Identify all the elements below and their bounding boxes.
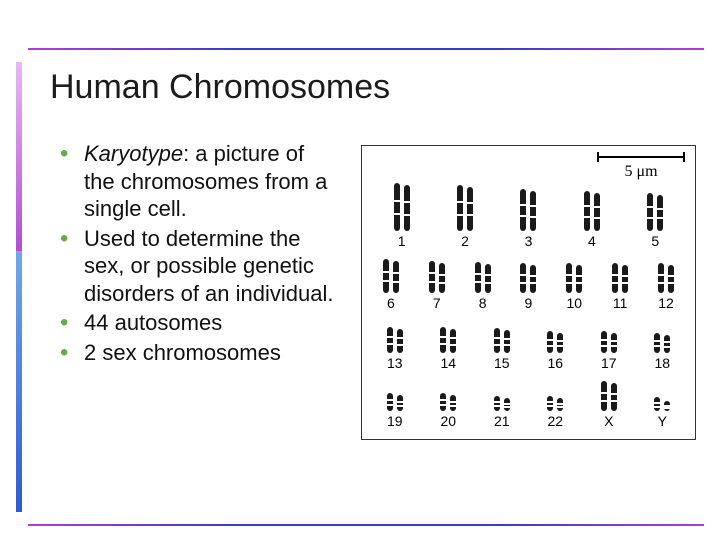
chromosome-label: 18 xyxy=(654,356,670,370)
chromosome-pair: 1 xyxy=(380,183,424,248)
scale-label: 5 μm xyxy=(597,163,685,181)
chromosome-pair: 7 xyxy=(417,261,457,310)
chromosome-pair: 15 xyxy=(478,328,526,370)
chromosome-label: 5 xyxy=(651,234,659,248)
chromosome-label: Y xyxy=(658,414,667,428)
chromosome-label: 19 xyxy=(387,414,403,428)
chromosome-label: 6 xyxy=(387,296,395,310)
top-rule xyxy=(28,48,704,50)
chromosome-label: 17 xyxy=(601,356,617,370)
chromosome-pair: Y xyxy=(638,397,686,428)
chromosome-pair: 6 xyxy=(371,259,411,310)
chromosome-pair: 22 xyxy=(531,396,579,428)
bullet-1: Karyotype: a picture of the chromosomes … xyxy=(60,140,340,223)
chromosome-label: 8 xyxy=(479,296,487,310)
chromosome-row-3: 13 14 15 16 17 18 xyxy=(362,322,695,370)
bullet-2: Used to determine the sex, or possible g… xyxy=(60,225,340,308)
chromosome-pair: 16 xyxy=(531,331,579,370)
page-title: Human Chromosomes xyxy=(50,68,390,107)
chromosome-pair: 3 xyxy=(506,189,550,248)
chromosome-label: 15 xyxy=(494,356,510,370)
chromosome-label: 12 xyxy=(658,296,674,310)
chromosome-label: 20 xyxy=(440,414,456,428)
chromosome-pair: 10 xyxy=(554,263,594,310)
chromosome-pair: 14 xyxy=(424,327,472,370)
chromosome-pair: 5 xyxy=(633,193,677,248)
term-karyotype: Karyotype xyxy=(84,141,183,166)
chromosome-pair: 8 xyxy=(463,262,503,310)
chromosome-label: 21 xyxy=(494,414,510,428)
body-text: Karyotype: a picture of the chromosomes … xyxy=(60,140,340,368)
bullet-3: 44 autosomes xyxy=(60,309,340,337)
chromosome-label: 2 xyxy=(461,234,469,248)
chromosome-label: 16 xyxy=(547,356,563,370)
chromosome-pair: X xyxy=(585,381,633,428)
chromosome-row-2: 6 7 8 9 10 11 12 xyxy=(362,258,695,310)
chromosome-label: 14 xyxy=(440,356,456,370)
bottom-rule xyxy=(28,524,704,526)
chromosome-pair: 12 xyxy=(646,263,686,310)
chromosome-pair: 13 xyxy=(371,327,419,370)
left-rail xyxy=(16,62,22,512)
chromosome-pair: 21 xyxy=(478,396,526,428)
chromosome-pair: 9 xyxy=(508,263,548,310)
chromosome-label: X xyxy=(604,414,613,428)
chromosome-label: 11 xyxy=(613,296,628,310)
chromosome-label: 1 xyxy=(398,234,406,248)
karyotype-figure: 5 μm 12345 6789101112 131415161718 19202… xyxy=(361,145,696,440)
bullet-4: 2 sex chromosomes xyxy=(60,339,340,367)
chromosome-row-1: 1 2 3 4 5 xyxy=(362,186,695,248)
chromosome-pair: 20 xyxy=(424,393,472,428)
chromosome-pair: 4 xyxy=(570,191,614,248)
chromosome-pair: 2 xyxy=(443,185,487,248)
chromosome-label: 10 xyxy=(567,296,583,310)
chromosome-label: 7 xyxy=(433,296,441,310)
chromosome-pair: 18 xyxy=(638,333,686,370)
chromosome-label: 22 xyxy=(547,414,563,428)
chromosome-label: 3 xyxy=(525,234,533,248)
scale-bar: 5 μm xyxy=(597,152,685,181)
chromosome-row-4: 19 20 21 22 X Y xyxy=(362,378,695,428)
chromosome-pair: 17 xyxy=(585,331,633,370)
chromosome-label: 13 xyxy=(387,356,403,370)
chromosome-pair: 19 xyxy=(371,393,419,428)
slide: Human Chromosomes Karyotype: a picture o… xyxy=(0,0,720,540)
bullet-list: Karyotype: a picture of the chromosomes … xyxy=(60,140,340,366)
chromosome-label: 9 xyxy=(525,296,533,310)
chromosome-label: 4 xyxy=(588,234,596,248)
chromosome-pair: 11 xyxy=(600,263,640,310)
